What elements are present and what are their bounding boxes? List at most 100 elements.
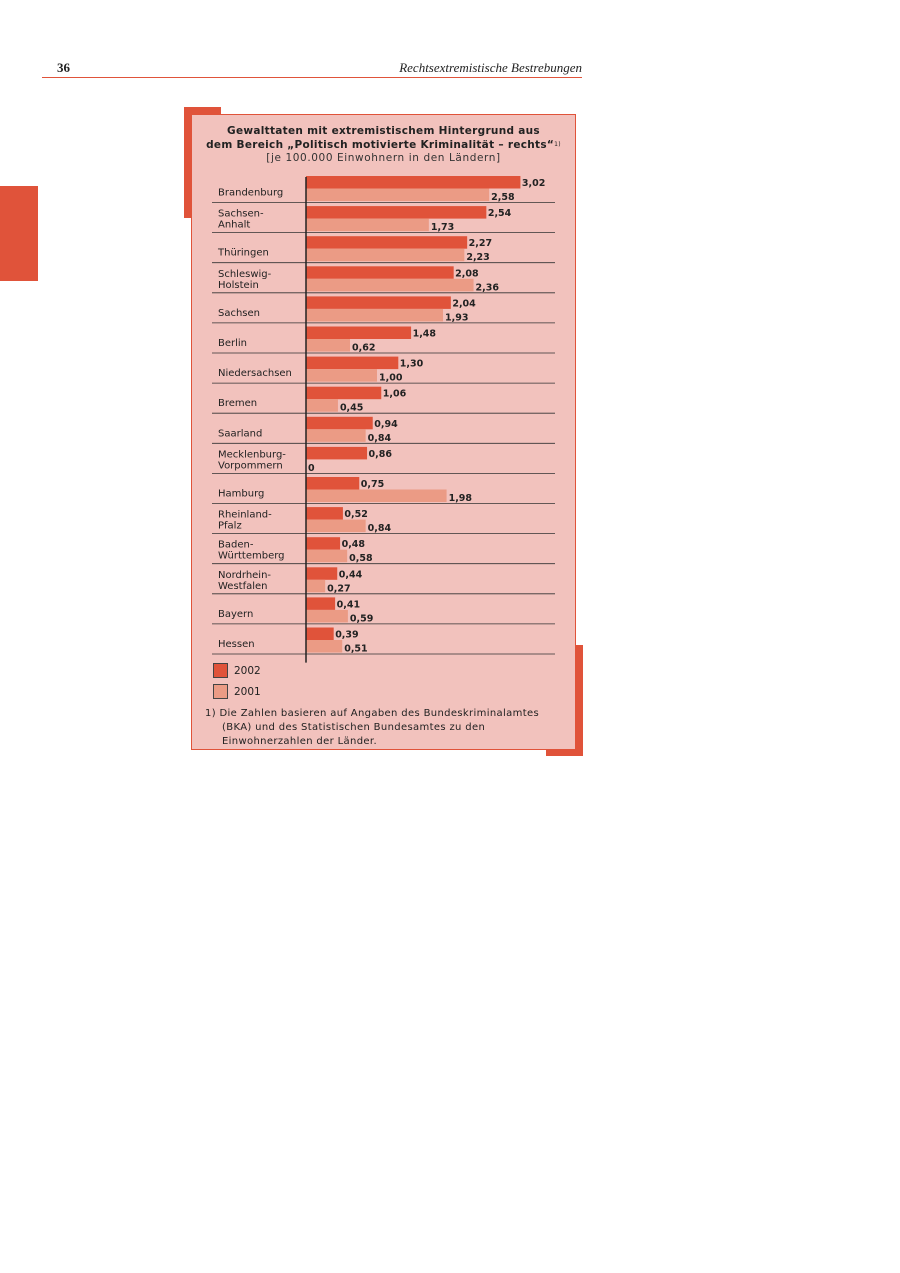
data-label-2001: 1,93 bbox=[445, 312, 468, 323]
bar-2002 bbox=[306, 537, 341, 550]
category-label: Holstein bbox=[218, 280, 259, 291]
bar-2001 bbox=[306, 188, 490, 201]
footnote-text: 1) Die Zahlen basieren auf Angaben des B… bbox=[205, 708, 540, 747]
bar-2001 bbox=[306, 399, 338, 412]
category-label: Anhalt bbox=[218, 220, 250, 231]
chart-subtitle: [je 100.000 Einwohnern in den Ländern] bbox=[266, 152, 501, 164]
data-label-2001: 0,27 bbox=[327, 583, 350, 594]
data-label-2001: 0,45 bbox=[340, 403, 363, 414]
bar-2002 bbox=[306, 356, 399, 370]
category-label: Pfalz bbox=[218, 521, 242, 532]
bar-2002 bbox=[306, 176, 521, 189]
data-label-2001: 0,84 bbox=[368, 523, 392, 534]
category-label: Thüringen bbox=[217, 248, 269, 259]
bar-2001 bbox=[306, 549, 348, 563]
data-label-2002: 0,75 bbox=[361, 479, 384, 490]
bar-2001 bbox=[306, 308, 444, 322]
category-label: Westfalen bbox=[218, 581, 268, 592]
chart-title-line-1: Gewalttaten mit extremistischem Hintergr… bbox=[227, 125, 540, 137]
data-label-2002: 0,86 bbox=[369, 449, 393, 460]
bar-2001 bbox=[306, 579, 326, 593]
chart-title-footnote-mark: 1) bbox=[554, 141, 561, 148]
data-label-2002: 0,48 bbox=[342, 539, 366, 550]
bar-2002 bbox=[306, 296, 451, 309]
category-label: Brandenburg bbox=[218, 188, 283, 199]
data-label-2001: 1,98 bbox=[449, 493, 473, 504]
bar-2001 bbox=[306, 609, 348, 623]
data-label-2002: 2,54 bbox=[488, 208, 512, 219]
bar-2001 bbox=[306, 369, 377, 382]
bar-2002 bbox=[306, 507, 343, 520]
data-label-2002: 0,52 bbox=[344, 509, 367, 520]
data-label-2002: 2,08 bbox=[455, 268, 479, 279]
bar-2002 bbox=[306, 477, 360, 490]
category-label: Niedersachsen bbox=[218, 368, 292, 379]
bar-2001 bbox=[306, 429, 366, 442]
bar-2001 bbox=[306, 248, 465, 262]
bar-2002 bbox=[306, 206, 487, 219]
data-label-2001: 1,00 bbox=[379, 373, 403, 384]
legend-swatch-2001 bbox=[213, 684, 228, 699]
data-label-2002: 0,94 bbox=[374, 419, 398, 430]
chart-panel: Gewalttaten mit extremistischem Hintergr… bbox=[191, 114, 576, 750]
data-label-2001: 0,51 bbox=[344, 644, 367, 655]
category-label: Vorpommern bbox=[218, 460, 283, 471]
bar-2001 bbox=[306, 278, 474, 292]
legend-item-2001: 2001 bbox=[213, 684, 261, 699]
legend-label-2001: 2001 bbox=[234, 685, 261, 698]
bar-2002 bbox=[306, 266, 454, 279]
data-label-2001: 0,84 bbox=[368, 433, 392, 444]
category-label: Hessen bbox=[218, 639, 255, 650]
data-label-2002: 2,27 bbox=[469, 238, 492, 249]
category-label: Berlin bbox=[218, 338, 247, 349]
bar-2002 bbox=[306, 567, 338, 580]
bar-2002 bbox=[306, 446, 368, 460]
data-label-2002: 1,06 bbox=[383, 389, 407, 400]
chart-title-line-2-text: dem Bereich „Politisch motivierte Krimin… bbox=[206, 139, 555, 151]
bar-2002 bbox=[306, 386, 382, 400]
chart-title-line-2: dem Bereich „Politisch motivierte Krimin… bbox=[192, 138, 575, 152]
legend-label-2002: 2002 bbox=[234, 664, 261, 677]
data-label-2002: 0,41 bbox=[337, 599, 360, 610]
data-label-2002: 0,44 bbox=[339, 569, 363, 580]
bar-2001 bbox=[306, 519, 366, 533]
data-label-2002: 1,48 bbox=[413, 329, 437, 340]
bar-2002 bbox=[306, 326, 412, 339]
data-label-2001: 2,36 bbox=[476, 282, 500, 293]
header-rule bbox=[42, 77, 582, 78]
data-label-2001: 2,23 bbox=[466, 252, 489, 263]
category-label: Mecklenburg- bbox=[218, 449, 286, 460]
data-label-2002: 1,30 bbox=[400, 359, 424, 370]
category-label: Baden- bbox=[218, 540, 254, 551]
data-label-2001: 0,62 bbox=[352, 343, 375, 354]
data-label-2001: 2,58 bbox=[491, 192, 515, 203]
category-label: Hamburg bbox=[218, 489, 264, 500]
category-label: Saarland bbox=[218, 428, 262, 439]
data-label-2002: 0,39 bbox=[335, 630, 358, 641]
data-label-2001: 0 bbox=[308, 463, 315, 474]
page-number: 36 bbox=[57, 60, 70, 75]
data-label-2001: 1,73 bbox=[431, 222, 454, 233]
chapter-tab-marker bbox=[0, 186, 38, 281]
category-label: Rheinland- bbox=[218, 510, 272, 521]
legend-item-2002: 2002 bbox=[213, 663, 261, 678]
chart-title: Gewalttaten mit extremistischem Hintergr… bbox=[192, 124, 575, 152]
bar-2002 bbox=[306, 597, 336, 610]
bar-2002 bbox=[306, 416, 373, 430]
bar-chart: Brandenburg 3,02 2,58 Sachsen-Anhalt 2,54 1,7… bbox=[212, 176, 555, 663]
data-label-2001: 0,59 bbox=[350, 613, 373, 624]
category-label: Nordrhein- bbox=[218, 570, 271, 581]
data-label-2002: 2,04 bbox=[452, 298, 476, 309]
bar-2002 bbox=[306, 236, 468, 249]
category-label: Sachsen- bbox=[218, 209, 264, 220]
bar-2001 bbox=[306, 218, 429, 232]
bar-2001 bbox=[306, 489, 447, 502]
bar-2002 bbox=[306, 627, 334, 640]
bar-2001 bbox=[306, 640, 343, 653]
legend-swatch-2002 bbox=[213, 663, 228, 678]
category-label: Sachsen bbox=[218, 308, 260, 319]
data-label-2001: 0,58 bbox=[349, 553, 373, 564]
category-label: Bremen bbox=[218, 398, 257, 409]
data-label-2002: 3,02 bbox=[522, 178, 545, 189]
category-label: Württemberg bbox=[218, 551, 285, 562]
